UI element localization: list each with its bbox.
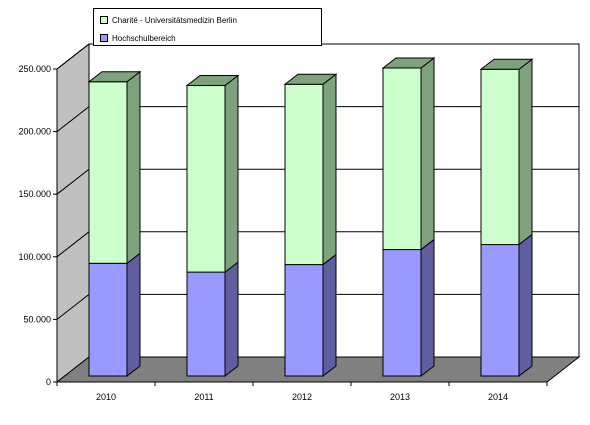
gridline <box>56 43 579 70</box>
bar-charit-2010 <box>88 81 128 264</box>
y-tick-label: 150.000 <box>18 189 51 199</box>
bar-hochschulbereich-2010 <box>88 262 128 377</box>
x-tick-label: 2012 <box>292 392 312 402</box>
bar-side-charit-2011 <box>224 74 239 274</box>
chart-legend: Charité - Universitätsmedizin Berlin Hoc… <box>93 8 322 46</box>
bar-top-charit-2014 <box>479 58 534 70</box>
bar-side-charit-2012 <box>322 73 337 266</box>
legend-label-charite: Charité - Universitätsmedizin Berlin <box>112 15 237 25</box>
x-tick-label: 2011 <box>194 392 213 402</box>
bar-hochschulbereich-2011 <box>186 271 226 377</box>
bar-side-hochschulbereich-2013 <box>420 238 435 378</box>
legend-label-hochschulbereich: Hochschulbereich <box>112 33 176 43</box>
bar-side-charit-2010 <box>126 70 141 265</box>
bar-charit-2014 <box>480 68 520 246</box>
bar-hochschulbereich-2013 <box>382 249 422 377</box>
x-tick-label: 2013 <box>390 392 410 402</box>
bar-side-charit-2014 <box>518 58 533 246</box>
left-side-wall <box>56 42 90 384</box>
bar-top-charit-2010 <box>87 71 142 83</box>
bar-hochschulbereich-2012 <box>284 264 324 377</box>
x-tick-label: 2010 <box>96 392 116 402</box>
legend-swatch-charite <box>100 16 108 24</box>
y-tick-label: 250.000 <box>18 64 51 74</box>
bar-top-charit-2011 <box>185 75 240 87</box>
bar-side-hochschulbereich-2012 <box>322 253 337 378</box>
bar-charit-2011 <box>186 85 226 273</box>
legend-item-hochschulbereich: Hochschulbereich <box>100 31 176 45</box>
bar-hochschulbereich-2014 <box>480 244 520 377</box>
legend-item-charite: Charité - Universitätsmedizin Berlin <box>100 13 237 27</box>
y-tick-label: 0 <box>46 377 51 387</box>
y-tick-label: 50.000 <box>23 314 51 324</box>
legend-swatch-hochschulbereich <box>100 34 108 42</box>
bar-side-charit-2013 <box>420 56 435 251</box>
bar-side-hochschulbereich-2010 <box>126 252 141 378</box>
y-tick-label: 100.000 <box>18 252 51 262</box>
bar-charit-2013 <box>382 67 422 251</box>
bar-side-hochschulbereich-2011 <box>224 261 239 378</box>
bar-top-charit-2012 <box>283 73 338 85</box>
bar-charit-2012 <box>284 83 324 266</box>
x-tick-label: 2014 <box>488 392 508 402</box>
bar-side-hochschulbereich-2014 <box>518 233 533 378</box>
bar-top-charit-2013 <box>381 57 436 69</box>
y-tick-label: 200.000 <box>18 127 51 137</box>
